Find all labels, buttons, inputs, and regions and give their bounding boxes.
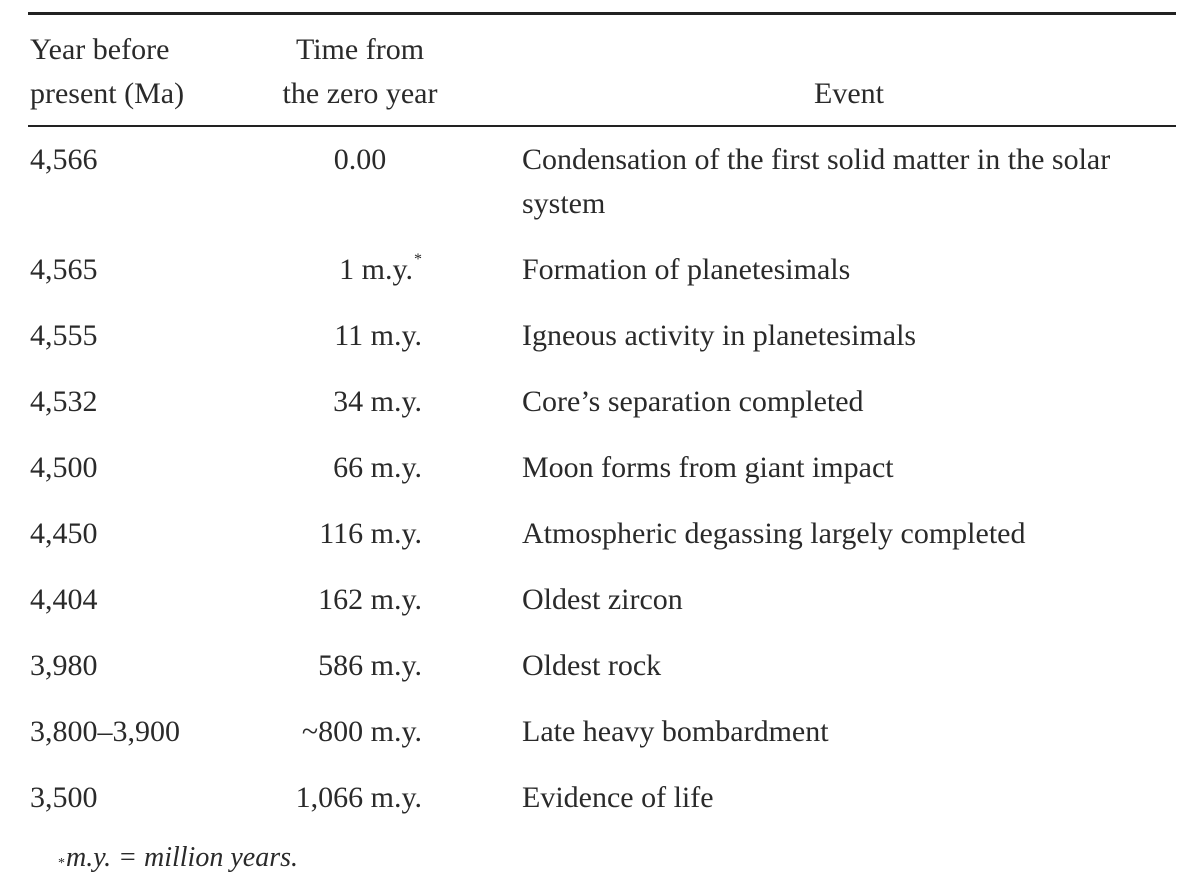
header-time-line1: Time from: [295, 33, 425, 66]
table-footnote: *m.y. = million years.: [58, 838, 298, 878]
row-year: 4,500: [30, 451, 98, 484]
row-year: 3,980: [30, 649, 98, 682]
row-year: 4,450: [30, 517, 98, 550]
row-time: 0.00: [333, 143, 387, 176]
row-time-cell: 1 m.y.*: [250, 248, 422, 292]
footnote-text: m.y. = million years.: [66, 842, 298, 873]
row-event: Oldest zircon: [522, 583, 683, 616]
row-event: Formation of planetesimals: [522, 253, 851, 286]
row-event: Evidence of life: [522, 781, 714, 814]
row-year: 4,565: [30, 253, 98, 286]
row-time: 116 m.y.: [319, 517, 422, 550]
row-event: Moon forms from giant impact: [522, 451, 894, 484]
row-year: 4,404: [30, 583, 98, 616]
row-event: Late heavy bombardment: [522, 715, 829, 748]
row-time: 34 m.y.: [333, 385, 422, 418]
table-header-rule: [28, 125, 1176, 127]
row-year: 4,532: [30, 385, 98, 418]
row-time: ~800 m.y.: [301, 715, 422, 748]
row-year: 4,555: [30, 319, 98, 352]
row-event: Condensation of the first solid matter i…: [522, 143, 1111, 220]
row-year: 4,566: [30, 143, 98, 176]
row-time: 586 m.y.: [318, 649, 422, 682]
row-time: 66 m.y.: [333, 451, 422, 484]
row-event: Core’s separation completed: [522, 385, 864, 418]
header-year-line1: Year before: [30, 33, 170, 66]
header-year-line2: present (Ma): [30, 77, 185, 110]
row-year: 3,800–3,900: [30, 715, 180, 748]
row-time: 1 m.y.: [339, 253, 413, 286]
row-event: Oldest rock: [522, 649, 662, 682]
row-time: 1,066 m.y.: [295, 781, 422, 814]
footnote-mark: *: [58, 856, 65, 871]
header-time-line2: the zero year: [282, 77, 438, 110]
table-top-rule: [28, 12, 1176, 15]
row-event: Igneous activity in planetesimals: [522, 319, 917, 352]
footnote-marker: *: [414, 251, 422, 268]
row-year: 3,500: [30, 781, 98, 814]
row-event: Atmospheric degassing largely completed: [522, 517, 1026, 550]
header-event: Event: [814, 77, 884, 110]
row-time: 11 m.y.: [334, 319, 422, 352]
row-time: 162 m.y.: [318, 583, 422, 616]
